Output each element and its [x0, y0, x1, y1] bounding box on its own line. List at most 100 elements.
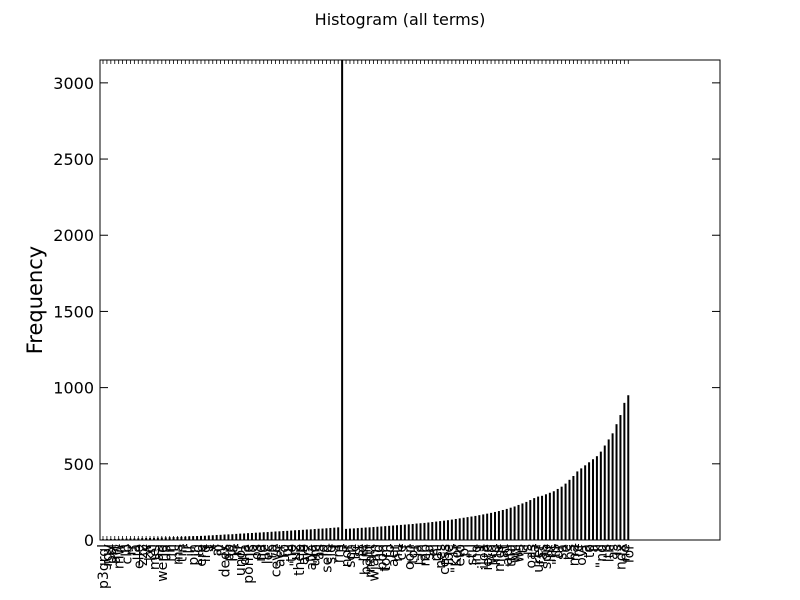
x-tick-label: jy [214, 544, 230, 557]
x-tick-label: sch [343, 544, 359, 568]
bar [439, 521, 442, 540]
y-tick-label: 3000 [53, 74, 94, 93]
bar [333, 527, 336, 540]
x-tick-label: nu [390, 544, 406, 562]
bar [423, 522, 426, 540]
bar [345, 528, 348, 540]
bar [341, 60, 344, 540]
bar [415, 523, 418, 540]
bar [599, 451, 602, 540]
bar [274, 531, 277, 540]
x-tick-label: "nd [594, 544, 610, 568]
x-tick-label: rc [570, 544, 586, 557]
x-tick-label: pp [221, 544, 237, 562]
x-tick-label: "uz [288, 544, 304, 567]
x-tick-label: rr [123, 544, 139, 556]
bar [552, 491, 555, 540]
x-tick-label: mor [492, 544, 508, 572]
bar [490, 512, 493, 540]
bar [399, 524, 402, 540]
x-tick-label: aer [272, 544, 288, 567]
x-tick-label: ll [167, 544, 183, 552]
x-tick-label: stu [464, 544, 480, 566]
bar [462, 517, 465, 540]
bar [411, 524, 414, 540]
x-tick-label: tl [515, 544, 531, 553]
bar [482, 514, 485, 540]
x-tick-label: sa [555, 544, 571, 560]
x-tick-label: to [582, 544, 598, 558]
x-tick-label: atia [304, 544, 320, 571]
bar [325, 528, 328, 540]
x-tick-label: aa [151, 544, 167, 561]
x-tick-label: ua [159, 544, 175, 561]
x-tick-label: oon [402, 544, 418, 570]
x-tick-label: iete [480, 544, 496, 571]
bar [388, 525, 391, 540]
bar [348, 528, 351, 540]
x-tick-label: i [461, 544, 477, 548]
x-tick-label: io [245, 544, 261, 556]
bar [298, 530, 300, 540]
bar [352, 528, 355, 540]
x-tick-label: ta [527, 544, 543, 558]
bar [290, 530, 293, 540]
bar [450, 519, 453, 540]
x-tick-label: hh [163, 544, 179, 562]
bar [623, 402, 626, 540]
bar [619, 415, 622, 540]
bar [313, 529, 316, 540]
x-tick-label: t [472, 544, 488, 550]
bar [431, 522, 434, 540]
x-tick-label: wil [508, 544, 524, 563]
x-tick-label: a [586, 544, 602, 553]
x-tick-label: elle [131, 544, 147, 569]
x-tick-label: ls [445, 544, 461, 555]
x-tick-label: lrg [198, 544, 214, 562]
x-tick-label: mi [429, 544, 445, 562]
bar [368, 527, 371, 540]
bar [592, 459, 594, 540]
x-tick-label: pome [241, 544, 257, 584]
x-tick-label: urer [531, 544, 547, 573]
x-tick-label: s [598, 544, 614, 551]
bar [560, 486, 563, 540]
x-tick-label: at [496, 543, 512, 558]
bar [337, 527, 340, 540]
x-tick-label: al [210, 544, 226, 556]
bar [321, 528, 324, 540]
bar [494, 511, 496, 540]
bar [446, 520, 449, 540]
x-tick-label: lle [257, 544, 273, 560]
x-tick-label: pln [186, 544, 202, 566]
x-tick-label: ms [170, 544, 186, 565]
x-tick-label: ceve [268, 544, 284, 577]
x-tick-label: lic [347, 544, 363, 559]
bar [278, 531, 281, 540]
bar [435, 521, 438, 540]
x-tick-label: um [308, 544, 324, 567]
bar [454, 518, 457, 540]
x-tick-label: f [327, 543, 343, 549]
x-tick-label: ndx [613, 544, 629, 570]
bar [396, 525, 398, 540]
bar [517, 504, 520, 540]
bar [470, 516, 473, 540]
y-tick-label: 2500 [53, 150, 94, 169]
x-tick-label: ne [355, 544, 371, 562]
x-ticks: p3grglrgybslartmwhclbrraellezzzwknmelaaw… [96, 60, 637, 589]
x-tick-label: nd [370, 544, 386, 562]
x-tick-label: tor [406, 544, 422, 564]
x-tick-label: bam [359, 544, 375, 575]
x-tick-label: pl [457, 544, 473, 557]
x-tick-label: yz [300, 544, 316, 560]
bar [364, 527, 367, 540]
bar [301, 529, 304, 540]
x-tick-label: tom [378, 544, 394, 572]
bar [529, 500, 532, 540]
x-tick-label: nor [339, 544, 355, 567]
x-tick-label: fas [535, 544, 551, 565]
x-tick-label: nes [433, 544, 449, 569]
bar [305, 529, 308, 540]
